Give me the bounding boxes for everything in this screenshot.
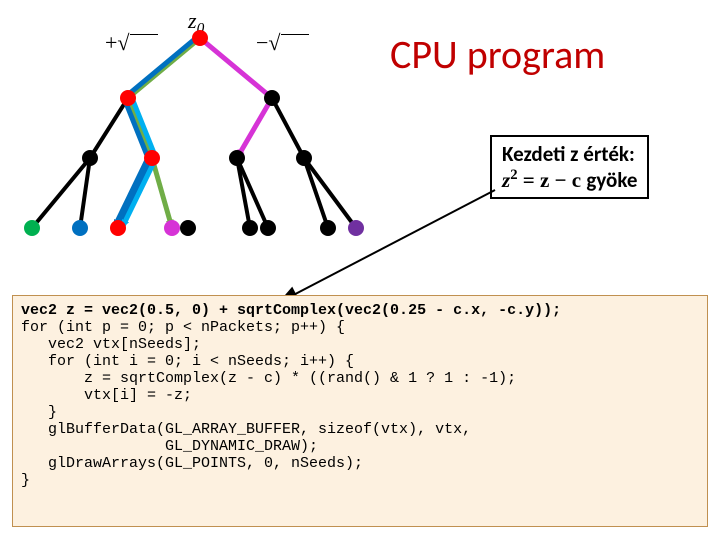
code-block: vec2 z = vec2(0.5, 0) + sqrtComplex(vec2… <box>12 295 708 527</box>
